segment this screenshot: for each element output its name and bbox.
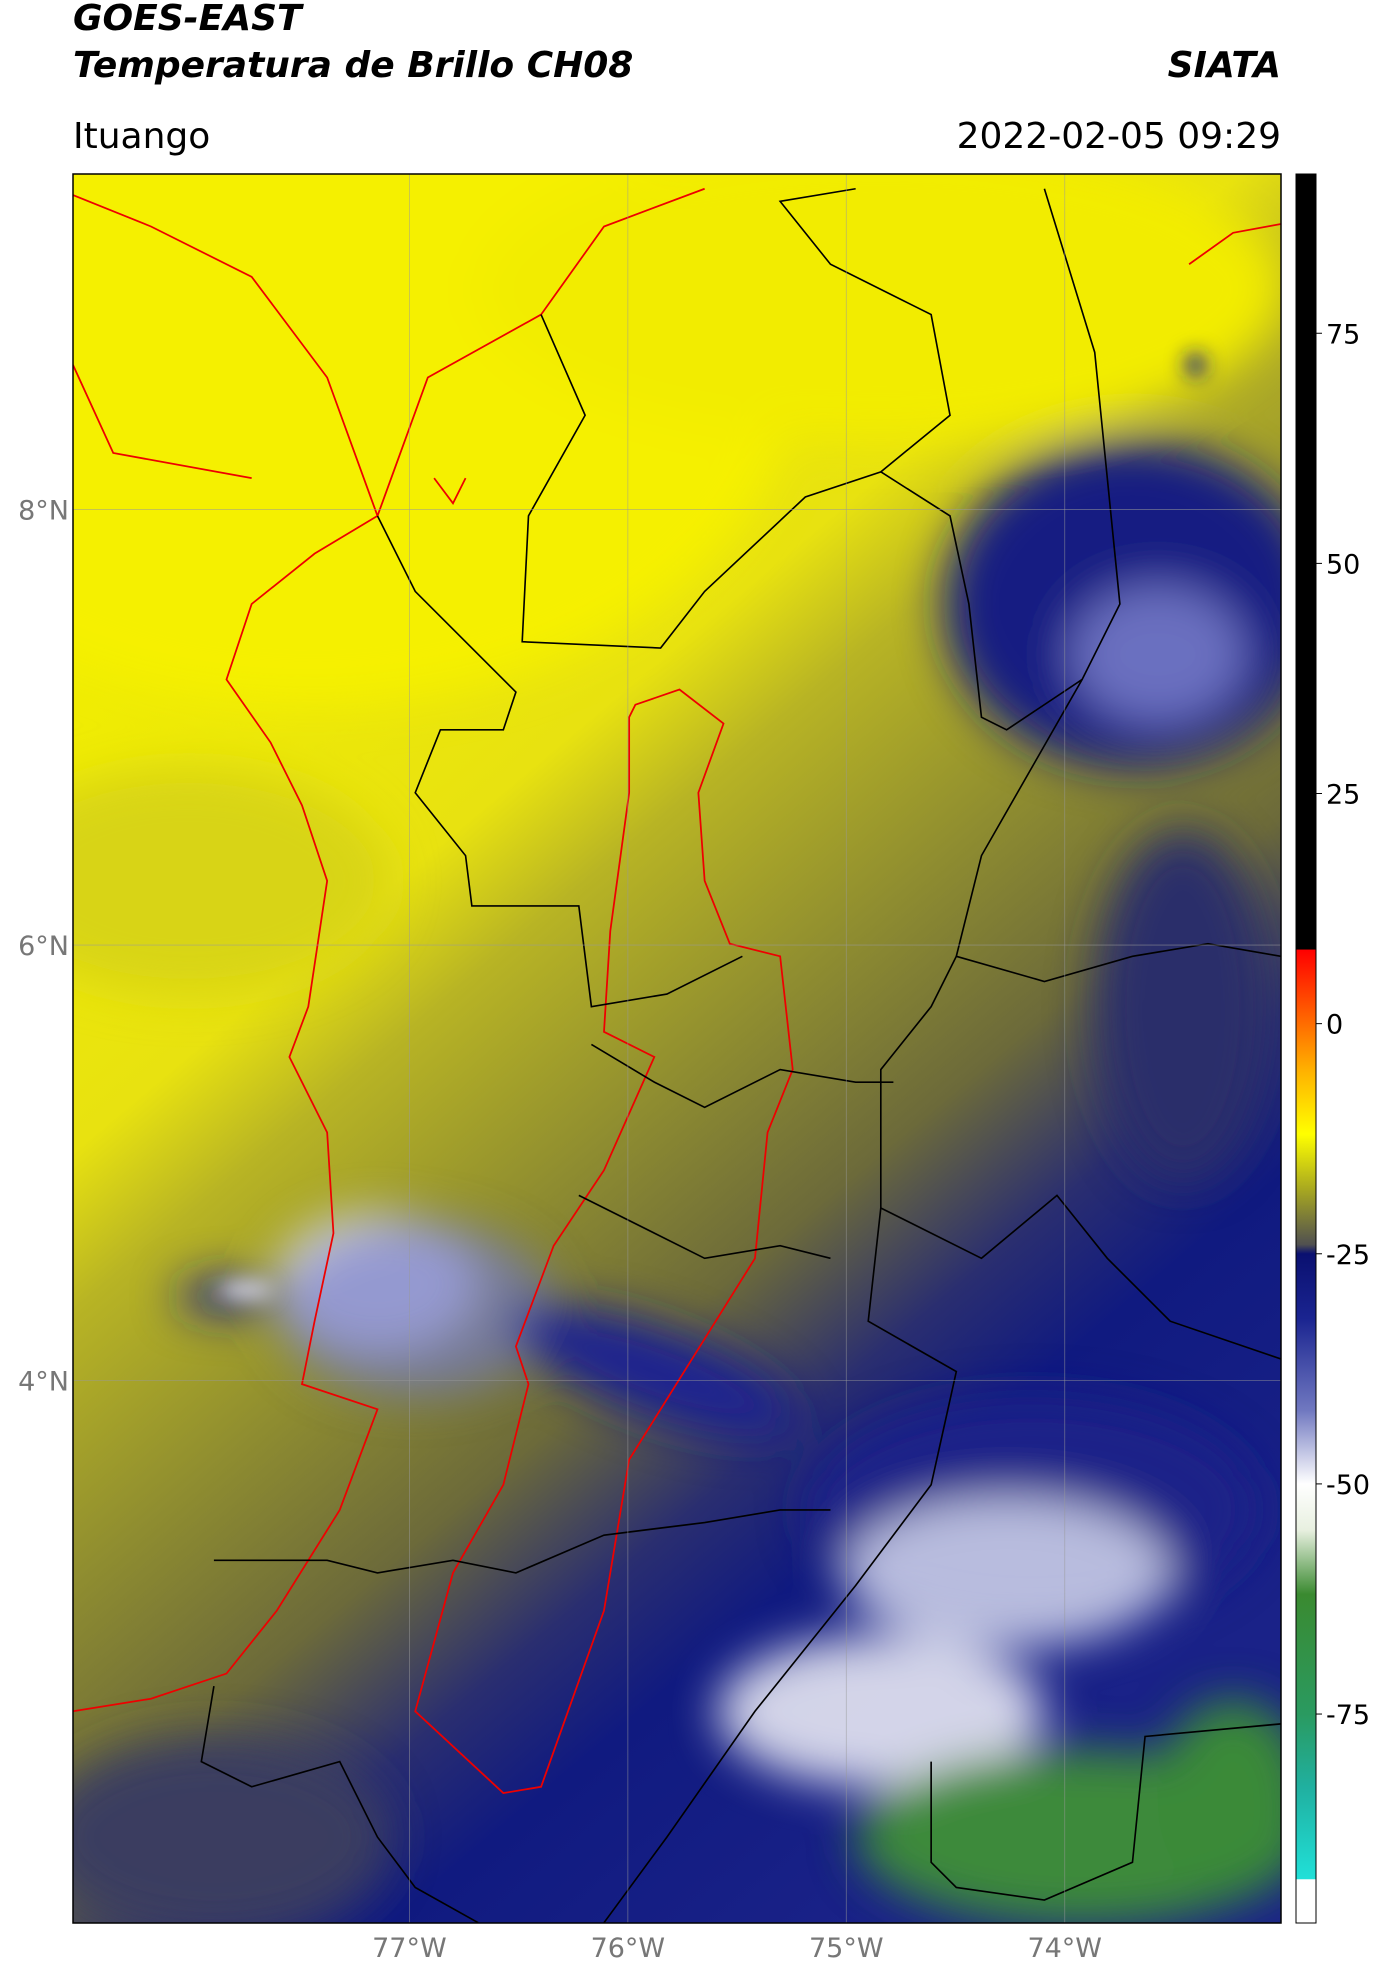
colorbar-tick-label: -25 [1326, 1240, 1370, 1271]
colorbar [1295, 173, 1317, 1924]
location: Ituango [73, 116, 210, 157]
title: GOES-EAST [73, 0, 304, 39]
agency: SIATA [1168, 45, 1281, 86]
datetime: 2022-02-05 09:29 [957, 116, 1281, 157]
colorbar-tick-label: -50 [1326, 1470, 1370, 1501]
x-tick-label: 74°W [1027, 1933, 1102, 1964]
subtitle: Temperatura de Brillo CH08 [73, 45, 633, 86]
colorbar-tick-label: -75 [1326, 1700, 1370, 1731]
map-frame [72, 173, 1282, 1924]
colorbar-tick-label: 50 [1326, 549, 1360, 580]
colorbar-tick-label: 75 [1326, 319, 1360, 350]
x-tick-label: 77°W [372, 1933, 447, 1964]
y-tick-label: 4°N [18, 1367, 69, 1398]
colorbar-tick-label: 0 [1326, 1010, 1343, 1041]
y-tick-label: 8°N [18, 495, 69, 526]
x-tick-label: 75°W [809, 1933, 884, 1964]
colorbar-tick-label: 25 [1326, 780, 1360, 811]
satellite-image [72, 173, 1281, 1923]
x-tick-label: 76°W [591, 1933, 666, 1964]
y-tick-label: 6°N [18, 931, 69, 962]
